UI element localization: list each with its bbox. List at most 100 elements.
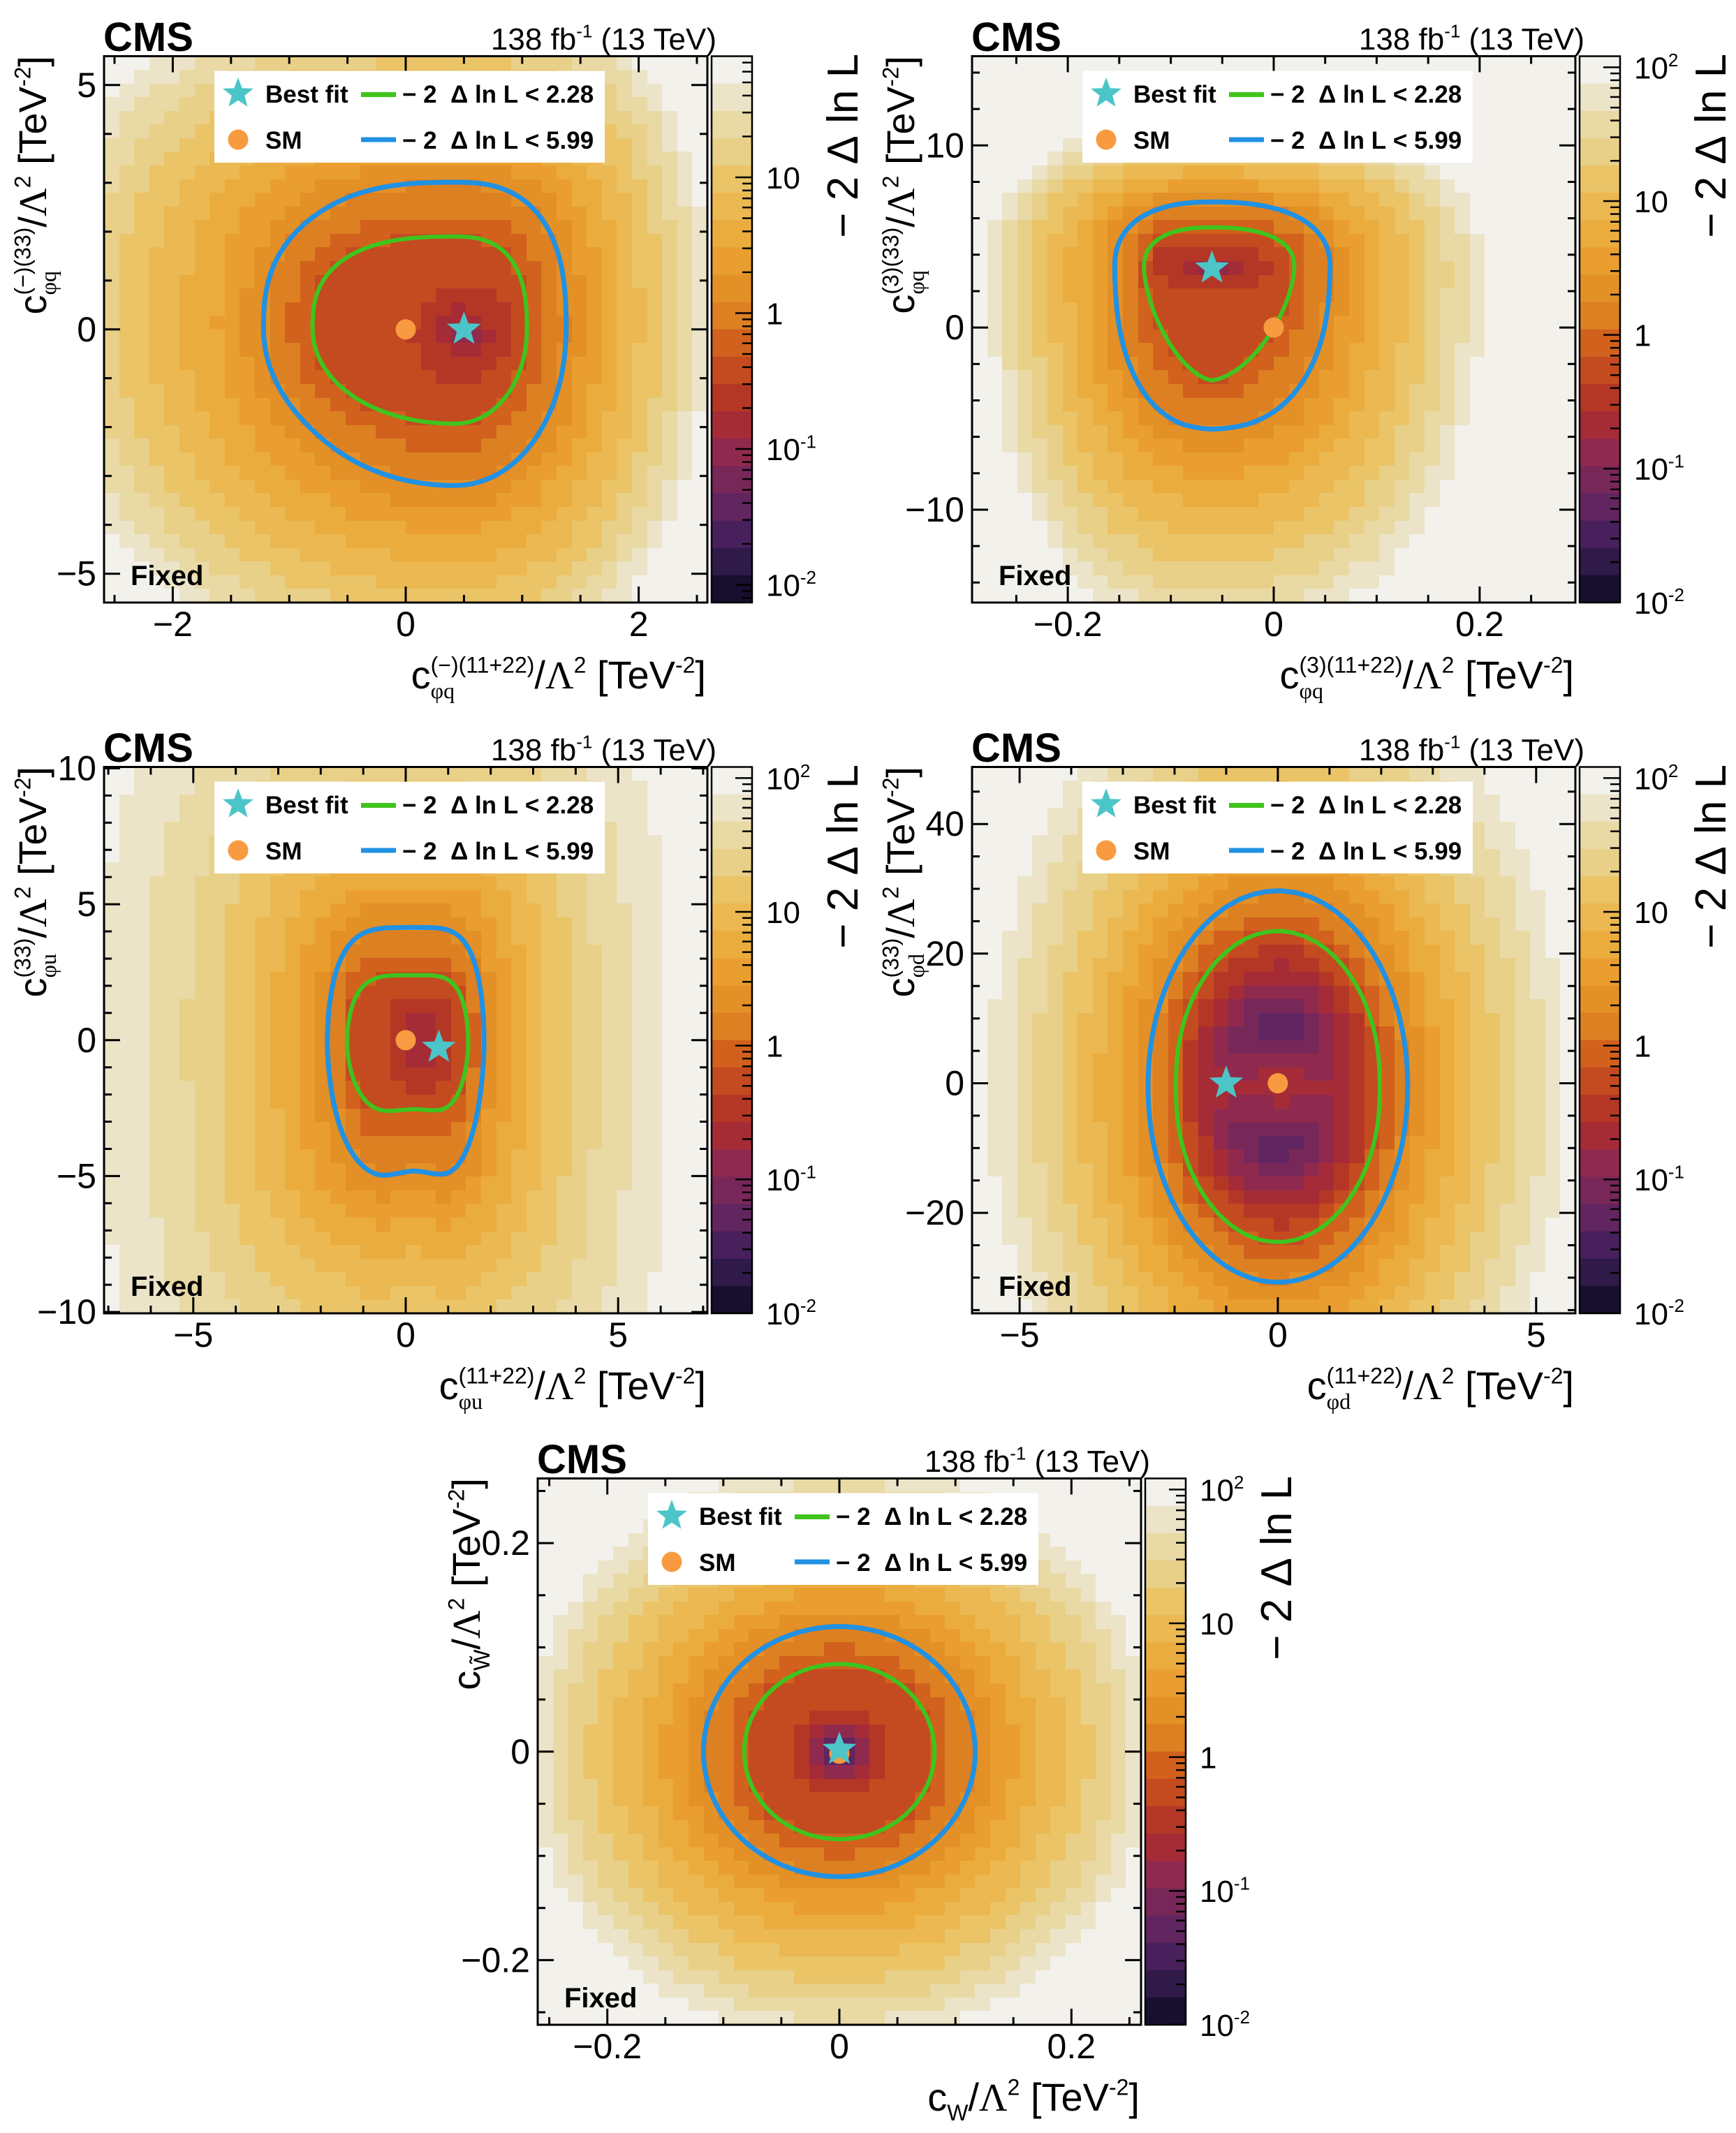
svg-text:[TeV: [TeV <box>586 653 675 697</box>
svg-text:10: 10 <box>1634 51 1668 85</box>
svg-text:10: 10 <box>766 1297 800 1331</box>
svg-text:10: 10 <box>766 1163 800 1197</box>
svg-text:5: 5 <box>77 885 96 924</box>
svg-text:0: 0 <box>77 310 96 349</box>
svg-text:10: 10 <box>1200 1875 1234 1909</box>
svg-text:(13 TeV): (13 TeV) <box>1026 1445 1150 1479</box>
svg-text:-2: -2 <box>444 1489 469 1509</box>
svg-text:10: 10 <box>57 748 96 788</box>
svg-text:− 2 Δ ln L < 5.99: − 2 Δ ln L < 5.99 <box>1270 838 1462 865</box>
svg-text:0: 0 <box>77 1021 96 1060</box>
svg-text:c: c <box>878 295 922 314</box>
svg-text:40: 40 <box>925 804 964 843</box>
svg-text:/: / <box>534 653 545 697</box>
svg-text:1: 1 <box>1634 1030 1651 1064</box>
svg-text:− 2 Δ ln L < 2.28: − 2 Δ ln L < 2.28 <box>402 792 594 819</box>
svg-text:− 2 Δ ln L < 2.28: − 2 Δ ln L < 2.28 <box>1270 792 1462 819</box>
svg-text:0: 0 <box>1268 1315 1288 1355</box>
svg-text:-2: -2 <box>675 1364 695 1389</box>
svg-text:-2: -2 <box>10 67 36 87</box>
svg-text:2: 2 <box>800 760 810 781</box>
svg-text:Λ: Λ <box>12 899 55 927</box>
svg-text:(11+22): (11+22) <box>459 1364 535 1389</box>
svg-text:2: 2 <box>878 176 904 189</box>
svg-text:−0.2: −0.2 <box>573 2027 642 2066</box>
svg-text:W: W <box>947 2100 969 2125</box>
svg-text:c: c <box>10 978 54 998</box>
svg-text:10: 10 <box>1634 452 1668 487</box>
svg-text:-2: -2 <box>1109 2075 1128 2100</box>
svg-text:0.2: 0.2 <box>1047 2027 1096 2066</box>
svg-text:-2: -2 <box>675 653 695 678</box>
svg-text:10: 10 <box>1634 185 1668 219</box>
svg-text:Fixed: Fixed <box>999 561 1071 591</box>
svg-text:-1: -1 <box>1668 1162 1684 1183</box>
svg-text:Λ: Λ <box>446 1610 489 1639</box>
svg-text:10: 10 <box>1634 896 1668 930</box>
svg-text:-2: -2 <box>10 778 36 797</box>
svg-text:10: 10 <box>1200 1607 1234 1641</box>
svg-text:(13 TeV): (13 TeV) <box>1460 22 1584 57</box>
svg-text:[TeV: [TeV <box>444 1508 488 1597</box>
svg-text:Fixed: Fixed <box>564 1983 637 2014</box>
svg-text:(−)(33): (−)(33) <box>10 228 36 295</box>
svg-text:Best fit: Best fit <box>265 792 348 819</box>
svg-text:-1: -1 <box>1010 1442 1026 1463</box>
svg-text:0.2: 0.2 <box>481 1523 530 1563</box>
svg-text:− 2 Δ ln L: − 2 Δ ln L <box>1687 54 1735 238</box>
svg-text:10: 10 <box>766 896 800 930</box>
svg-text:-2: -2 <box>1543 1364 1563 1389</box>
svg-text:SM: SM <box>265 838 302 865</box>
svg-text:1: 1 <box>766 1030 783 1064</box>
svg-text:0: 0 <box>396 1315 415 1355</box>
svg-text:φq: φq <box>36 271 61 295</box>
svg-text:-2: -2 <box>800 1295 816 1316</box>
svg-text:0: 0 <box>510 1732 530 1771</box>
svg-text:138 fb: 138 fb <box>491 22 576 57</box>
svg-text:CMS: CMS <box>971 725 1061 771</box>
svg-text:Fixed: Fixed <box>131 1271 203 1302</box>
svg-text:-1: -1 <box>1444 20 1460 41</box>
svg-text:(33): (33) <box>10 938 36 978</box>
svg-text:/: / <box>1402 653 1413 697</box>
svg-text:0.2: 0.2 <box>1455 605 1504 644</box>
svg-text:c: c <box>878 978 922 998</box>
svg-text:10: 10 <box>766 762 800 796</box>
svg-text:− 2 Δ ln L < 2.28: − 2 Δ ln L < 2.28 <box>836 1503 1027 1530</box>
svg-text:− 2 Δ ln L: − 2 Δ ln L <box>1253 1476 1301 1660</box>
svg-text:-1: -1 <box>576 731 592 752</box>
svg-text:2: 2 <box>629 605 649 644</box>
svg-text:10: 10 <box>1634 586 1668 621</box>
svg-text:-1: -1 <box>800 1162 816 1183</box>
svg-text:0: 0 <box>830 2027 849 2066</box>
svg-text:−5: −5 <box>173 1315 213 1355</box>
svg-text:− 2 Δ ln L < 5.99: − 2 Δ ln L < 5.99 <box>402 127 594 154</box>
svg-text:]: ] <box>10 56 54 67</box>
svg-text:φq: φq <box>904 270 929 294</box>
svg-text:]: ] <box>878 767 922 778</box>
svg-text:/: / <box>444 1639 488 1650</box>
svg-text:φd: φd <box>1327 1389 1351 1414</box>
svg-text:]: ] <box>1128 2075 1140 2119</box>
svg-text:138 fb: 138 fb <box>491 733 576 767</box>
svg-text:−5: −5 <box>57 1156 96 1195</box>
svg-text:Λ: Λ <box>545 654 574 698</box>
svg-text:0: 0 <box>1264 605 1283 644</box>
svg-text:0: 0 <box>945 1064 964 1103</box>
svg-text:Best fit: Best fit <box>699 1503 782 1530</box>
svg-text:[TeV: [TeV <box>1454 1364 1543 1408</box>
svg-text:(11+22): (11+22) <box>1327 1364 1403 1389</box>
svg-text:-1: -1 <box>1234 1873 1250 1894</box>
svg-text:138 fb: 138 fb <box>1359 733 1444 767</box>
svg-text:1: 1 <box>1634 319 1651 353</box>
svg-text:10: 10 <box>1634 762 1668 796</box>
svg-text:10: 10 <box>1634 1297 1668 1331</box>
svg-text:−10: −10 <box>905 490 964 529</box>
svg-text:Λ: Λ <box>1413 654 1442 698</box>
svg-text:(13 TeV): (13 TeV) <box>1460 733 1584 767</box>
svg-text:−2: −2 <box>153 605 193 644</box>
svg-text:Λ: Λ <box>12 188 55 216</box>
svg-text:[TeV: [TeV <box>586 1364 675 1408</box>
svg-text:2: 2 <box>1668 760 1678 781</box>
svg-text:−10: −10 <box>37 1292 96 1331</box>
